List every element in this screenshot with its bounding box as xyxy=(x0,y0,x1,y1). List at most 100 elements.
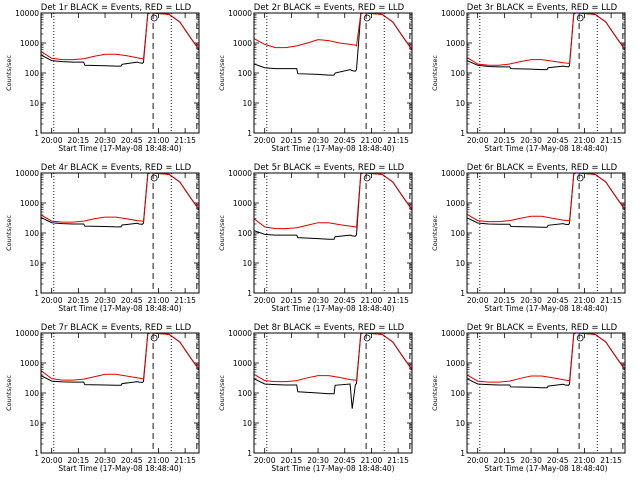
y-tick-label: 1 xyxy=(460,129,465,138)
y-tick-label: 10000 xyxy=(15,9,39,18)
y-axis-label: Counts/sec xyxy=(5,375,13,411)
x-tick-label: 21:15 xyxy=(174,136,196,145)
plot-frame xyxy=(40,172,200,294)
events-series-line xyxy=(467,333,625,389)
chart-title: Det 8r BLACK = Events, RED = LLD xyxy=(254,323,405,333)
y-tick-label: 100 xyxy=(451,389,466,398)
y-tick-label: 1000 xyxy=(446,359,465,368)
y-axis-label: Counts/sec xyxy=(431,215,439,251)
y-tick-label: 100 xyxy=(451,229,466,238)
x-tick-label: 21:15 xyxy=(174,296,196,305)
lld-series-line xyxy=(467,13,625,66)
y-tick-label: 10000 xyxy=(15,169,39,178)
x-axis-label: Start Time (17-May-08 18:48:40) xyxy=(271,304,394,313)
y-tick-label: 100 xyxy=(238,389,253,398)
chart-title: Det 2r BLACK = Events, RED = LLD xyxy=(254,3,405,13)
y-tick-label: 10000 xyxy=(441,169,465,178)
saturation-marker xyxy=(576,14,584,22)
y-tick-label: 10 xyxy=(455,259,465,268)
x-tick-label: 20:15 xyxy=(281,136,303,145)
y-tick-label: 10 xyxy=(242,419,252,428)
chart-title: Det 1r BLACK = Events, RED = LLD xyxy=(41,3,192,13)
chart-panel-9: Det 9r BLACK = Events, RED = LLD Counts/s… xyxy=(431,323,626,473)
y-tick-label: 10000 xyxy=(228,329,252,338)
y-tick-label: 1 xyxy=(34,449,39,458)
chart-panel-1: Det 1r BLACK = Events, RED = LLD Counts/s… xyxy=(5,3,200,153)
x-tick-label: 21:00 xyxy=(148,456,170,465)
x-axis-label: Start Time (17-May-08 18:48:40) xyxy=(484,304,607,313)
y-tick-label: 10000 xyxy=(228,9,252,18)
x-tick-label: 20:00 xyxy=(41,136,63,145)
x-tick-label: 21:00 xyxy=(361,456,383,465)
x-tick-label: 20:00 xyxy=(467,456,489,465)
x-tick-label: 21:15 xyxy=(600,136,622,145)
x-tick-label: 20:15 xyxy=(281,296,303,305)
x-tick-label: 21:00 xyxy=(574,296,596,305)
events-series-line xyxy=(467,173,625,228)
y-tick-label: 10 xyxy=(29,99,39,108)
saturation-marker xyxy=(150,14,158,22)
y-axis-label: Counts/sec xyxy=(431,55,439,91)
chart-title: Det 5r BLACK = Events, RED = LLD xyxy=(254,163,405,173)
x-tick-label: 20:30 xyxy=(94,296,116,305)
saturation-marker xyxy=(576,174,584,182)
y-axis-label: Counts/sec xyxy=(431,375,439,411)
y-tick-label: 1000 xyxy=(20,359,39,368)
y-tick-label: 1 xyxy=(247,289,252,298)
x-tick-label: 21:15 xyxy=(600,296,622,305)
y-tick-label: 10 xyxy=(455,419,465,428)
events-series-line xyxy=(254,173,412,240)
saturation-marker xyxy=(363,334,371,342)
x-tick-label: 20:00 xyxy=(254,136,276,145)
events-series-line xyxy=(41,173,199,228)
y-tick-label: 100 xyxy=(25,389,40,398)
x-tick-label: 20:15 xyxy=(494,296,516,305)
y-tick-label: 10 xyxy=(29,419,39,428)
y-tick-label: 1 xyxy=(34,129,39,138)
lld-series-line xyxy=(254,13,412,50)
x-axis-label: Start Time (17-May-08 18:48:40) xyxy=(58,304,181,313)
plot-frame xyxy=(466,172,626,294)
y-tick-label: 10000 xyxy=(441,9,465,18)
x-tick-label: 20:45 xyxy=(121,136,143,145)
plot-frame xyxy=(253,12,413,134)
x-tick-label: 20:15 xyxy=(68,456,90,465)
lld-series-line xyxy=(467,173,625,223)
x-tick-label: 20:15 xyxy=(281,456,303,465)
chart-panel-7: Det 7r BLACK = Events, RED = LLD Counts/s… xyxy=(5,323,200,473)
chart-title: Det 4r BLACK = Events, RED = LLD xyxy=(41,163,192,173)
plot-frame xyxy=(253,172,413,294)
x-tick-label: 20:00 xyxy=(41,296,63,305)
y-axis-label: Counts/sec xyxy=(5,55,13,91)
y-tick-label: 1000 xyxy=(233,359,252,368)
chart-panel-4: Det 4r BLACK = Events, RED = LLD Counts/s… xyxy=(5,163,200,313)
y-tick-label: 10 xyxy=(455,99,465,108)
x-tick-label: 20:00 xyxy=(41,456,63,465)
y-tick-label: 100 xyxy=(451,69,466,78)
x-axis-label: Start Time (17-May-08 18:48:40) xyxy=(271,144,394,153)
x-tick-label: 20:00 xyxy=(254,456,276,465)
x-tick-label: 20:30 xyxy=(307,136,329,145)
x-tick-label: 20:30 xyxy=(520,136,542,145)
x-tick-label: 21:00 xyxy=(148,136,170,145)
x-tick-label: 21:00 xyxy=(361,296,383,305)
x-tick-label: 20:15 xyxy=(68,136,90,145)
x-tick-label: 21:00 xyxy=(148,296,170,305)
chart-title: Det 9r BLACK = Events, RED = LLD xyxy=(467,323,618,333)
x-axis-label: Start Time (17-May-08 18:48:40) xyxy=(271,464,394,473)
y-tick-label: 1000 xyxy=(20,39,39,48)
x-tick-label: 21:15 xyxy=(174,456,196,465)
y-tick-label: 1000 xyxy=(233,199,252,208)
chart-panel-3: Det 3r BLACK = Events, RED = LLD Counts/s… xyxy=(431,3,626,153)
x-tick-label: 20:30 xyxy=(307,296,329,305)
y-tick-label: 10 xyxy=(29,259,39,268)
events-series-line xyxy=(254,13,412,76)
x-tick-label: 20:15 xyxy=(494,456,516,465)
plot-frame xyxy=(466,12,626,134)
saturation-marker xyxy=(363,174,371,182)
y-tick-label: 1 xyxy=(247,129,252,138)
x-tick-label: 20:45 xyxy=(547,136,569,145)
chart-panel-8: Det 8r BLACK = Events, RED = LLD Counts/s… xyxy=(218,323,413,473)
y-tick-label: 1 xyxy=(460,289,465,298)
y-tick-label: 10 xyxy=(242,99,252,108)
